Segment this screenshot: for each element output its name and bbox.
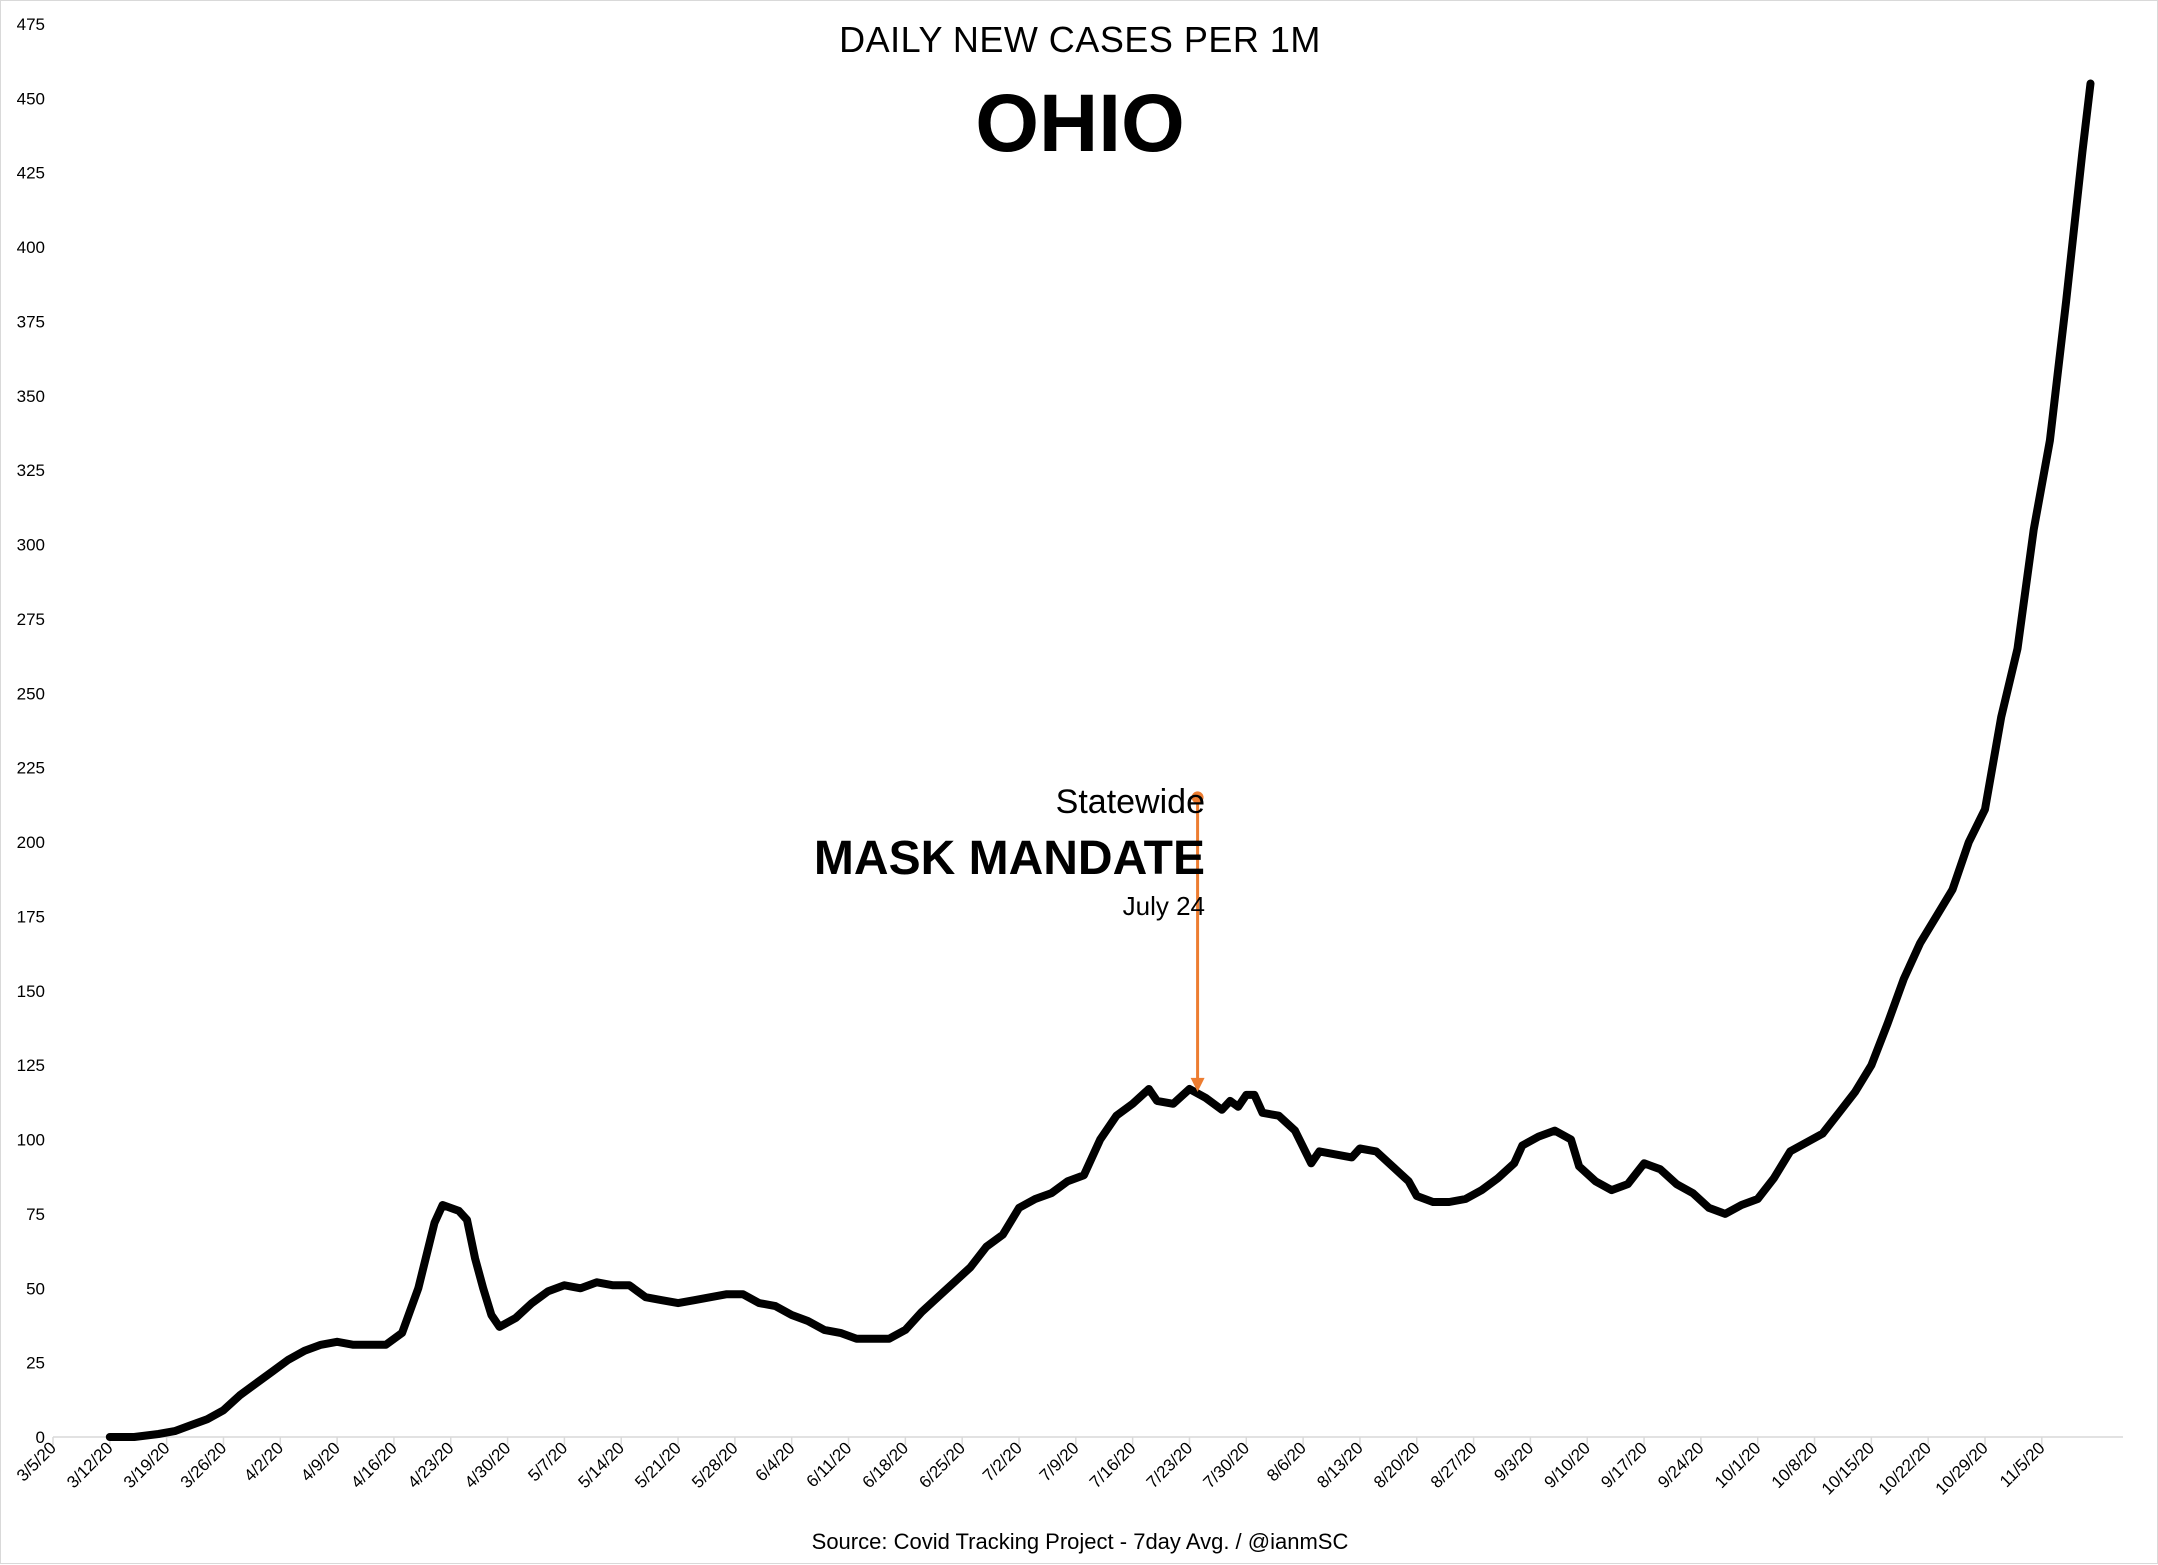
x-tick-label: 3/12/20 (63, 1438, 117, 1492)
x-tick-label: 10/1/20 (1711, 1438, 1765, 1492)
annotation-layer (1190, 791, 1205, 1092)
annotation-mask-mandate: MASK MANDATE (813, 832, 1205, 885)
x-tick-label: 11/5/20 (1996, 1438, 2049, 1491)
x-tick-label: 10/8/20 (1768, 1438, 1822, 1492)
y-tick-label: 125 (17, 1056, 45, 1075)
x-tick-label: 7/2/20 (979, 1438, 1026, 1485)
x-tick-label: 7/30/20 (1200, 1438, 1254, 1492)
x-tick-label: 7/23/20 (1143, 1438, 1197, 1492)
y-tick-label: 250 (17, 684, 45, 703)
annotation-statewide: Statewide (1055, 783, 1205, 821)
annotation-arrow-head (1190, 1077, 1205, 1092)
y-tick-label: 0 (36, 1428, 45, 1447)
x-tick-label: 8/6/20 (1263, 1438, 1310, 1485)
annotation-date: July 24 (1122, 891, 1205, 921)
annotation-arrow-start-dot (1191, 791, 1204, 804)
y-tick-label: 100 (17, 1131, 45, 1150)
x-tick-label: 6/25/20 (915, 1438, 969, 1492)
x-tick-label: 8/27/20 (1427, 1438, 1481, 1492)
x-tick-label: 8/13/20 (1313, 1438, 1367, 1492)
x-tick-label: 8/20/20 (1370, 1438, 1424, 1492)
x-tick-label: 4/23/20 (404, 1438, 458, 1492)
x-tick-label: 9/17/20 (1597, 1438, 1651, 1492)
y-tick-label: 50 (26, 1279, 45, 1298)
y-tick-label: 400 (17, 238, 45, 257)
x-tick-label: 4/30/20 (461, 1438, 515, 1492)
x-tick-label: 4/16/20 (347, 1438, 401, 1492)
x-tick-label: 7/16/20 (1086, 1438, 1140, 1492)
x-tick-label: 10/29/20 (1932, 1438, 1992, 1498)
y-tick-label: 375 (17, 312, 45, 331)
chart-subtitle: DAILY NEW CASES PER 1M (839, 19, 1321, 60)
source-note: Source: Covid Tracking Project - 7day Av… (811, 1529, 1349, 1554)
y-tick-label: 225 (17, 759, 45, 778)
y-tick-label: 150 (17, 982, 45, 1001)
axes: 0 25 50 75 100 125 150 175 200 225 250 275 300 325 350… (13, 15, 2123, 1499)
x-tick-label: 6/4/20 (752, 1438, 799, 1485)
y-tick-label: 450 (17, 89, 45, 108)
x-tick-label: 10/15/20 (1818, 1438, 1878, 1498)
series-layer (105, 79, 2095, 1441)
x-tick-label: 3/19/20 (120, 1438, 174, 1492)
x-tick-label: 3/26/20 (177, 1438, 231, 1492)
y-tick-label: 425 (17, 164, 45, 183)
y-tick-label: 275 (17, 610, 45, 629)
y-tick-label: 350 (17, 387, 45, 406)
x-tick-label: 6/18/20 (859, 1438, 913, 1492)
x-tick-label: 5/14/20 (575, 1438, 629, 1492)
x-tick-label: 4/2/20 (240, 1438, 287, 1485)
x-tick-label: 7/9/20 (1036, 1438, 1083, 1485)
x-tick-label: 9/10/20 (1541, 1438, 1595, 1492)
x-tick-label: 5/28/20 (688, 1438, 742, 1492)
x-tick-label: 4/9/20 (297, 1438, 344, 1485)
y-tick-label: 300 (17, 536, 45, 555)
y-tick-label: 475 (17, 15, 45, 34)
x-tick-label: 5/21/20 (631, 1438, 685, 1492)
x-tick-label: 9/3/20 (1490, 1438, 1537, 1485)
y-tick-label: 25 (26, 1354, 45, 1373)
chart-title: OHIO (975, 78, 1185, 169)
x-tick-label: 9/24/20 (1654, 1438, 1708, 1492)
x-tick-label: 10/22/20 (1875, 1438, 1935, 1498)
y-tick-label: 75 (26, 1205, 45, 1224)
y-tick-label: 200 (17, 833, 45, 852)
y-tick-label: 325 (17, 461, 45, 480)
y-tick-label: 175 (17, 907, 45, 926)
x-tick-label: 5/7/20 (524, 1438, 571, 1485)
series-line (105, 79, 2095, 1441)
x-tick-label: 6/11/20 (803, 1438, 856, 1491)
